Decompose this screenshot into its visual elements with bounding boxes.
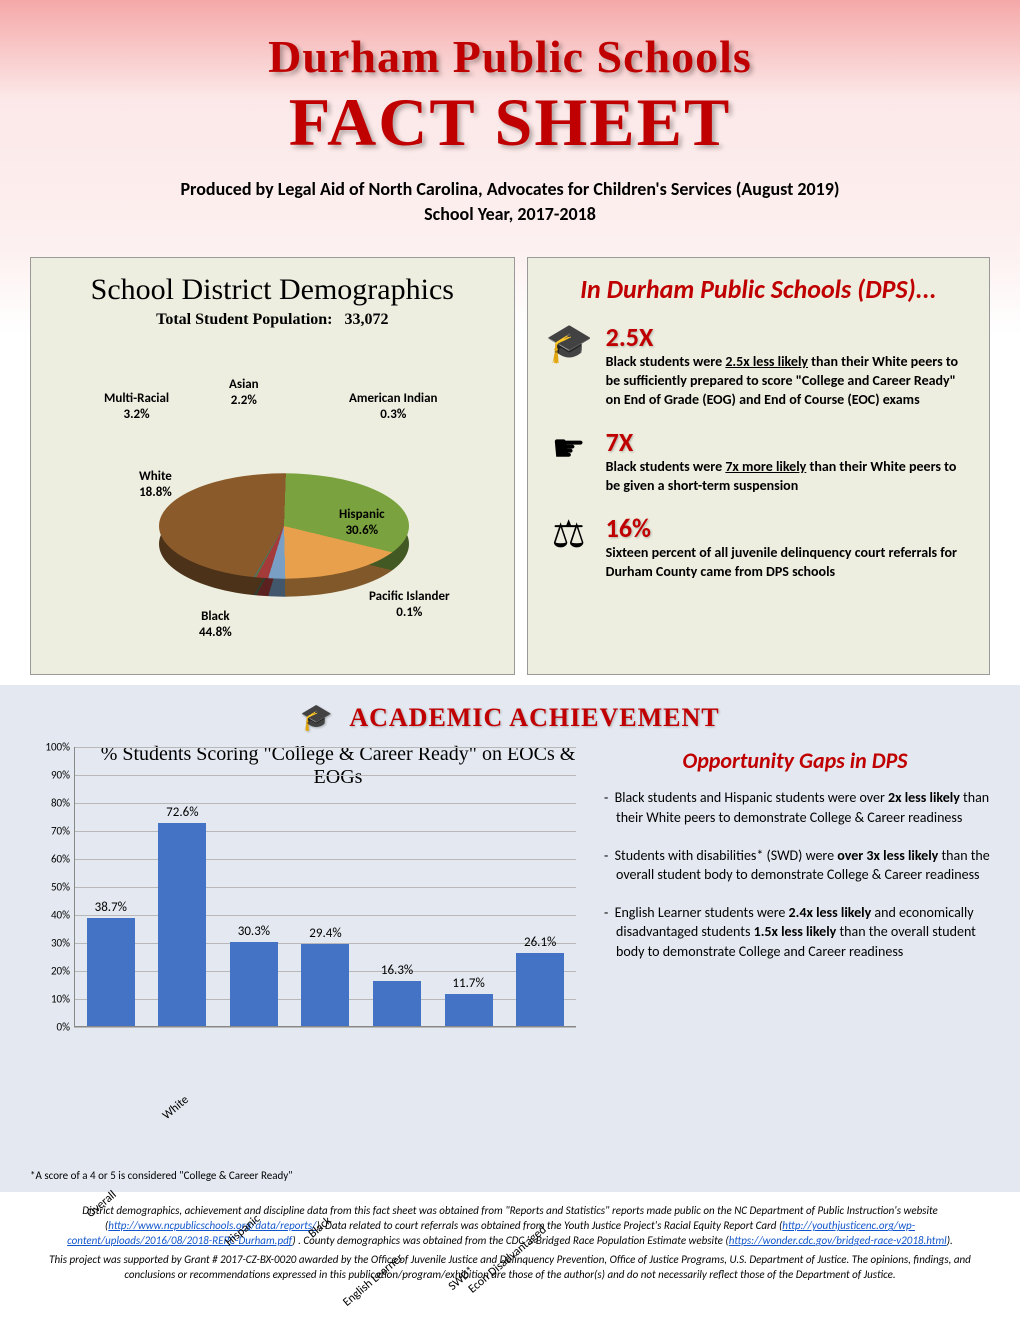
grad-cap-icon: 🎓 bbox=[300, 703, 333, 732]
bar bbox=[158, 823, 206, 1026]
gap-item: - English Learner students were 2.4x les… bbox=[600, 903, 990, 962]
academic-title: 🎓 ACADEMIC ACHIEVEMENT bbox=[30, 703, 990, 733]
stat-text: 2.5XBlack students were 2.5x less likely… bbox=[606, 321, 971, 410]
demographics-panel: School District Demographics Total Stude… bbox=[30, 257, 515, 675]
bar-value-label: 11.7% bbox=[452, 976, 484, 991]
sources-text: ). bbox=[947, 1234, 953, 1247]
stat-big-number: 7X bbox=[606, 426, 971, 458]
dps-stats-panel: In Durham Public Schools (DPS)... 🎓2.5XB… bbox=[527, 257, 990, 675]
stat-description: Black students were 7x more likely than … bbox=[606, 458, 971, 496]
sources-footer: District demographics, achievement and d… bbox=[0, 1192, 1020, 1300]
opportunity-gaps-column: Opportunity Gaps in DPS - Black students… bbox=[600, 747, 990, 1182]
dps-stats-list: 🎓 2.5XBlack students were 2.5x less likel… bbox=[546, 321, 971, 581]
pointing-hand-icon: ☛ bbox=[546, 426, 592, 472]
bar-wrap: 30.3%Hispanic bbox=[221, 924, 286, 1027]
top-panels-row: School District Demographics Total Stude… bbox=[0, 247, 1020, 685]
stat-description: Black students were 2.5x less likely tha… bbox=[606, 353, 971, 410]
gap-item: - Black students and Hispanic students w… bbox=[600, 788, 990, 827]
demographics-subtitle: Total Student Population: 33,072 bbox=[49, 311, 496, 329]
bar-value-label: 38.7% bbox=[95, 900, 127, 915]
subtitle-line1: Produced by Legal Aid of North Carolina,… bbox=[40, 177, 980, 202]
pie-label: Hispanic30.6% bbox=[339, 507, 385, 538]
bar-value-label: 72.6% bbox=[166, 805, 198, 820]
bar bbox=[445, 994, 493, 1027]
chart-footnote: *A score of a 4 or 5 is considered "Coll… bbox=[30, 1169, 576, 1182]
bar-value-label: 16.3% bbox=[381, 963, 413, 978]
bar bbox=[516, 953, 564, 1026]
stat-big-number: 2.5X bbox=[606, 321, 971, 353]
bar bbox=[373, 981, 421, 1027]
subtitle-line2: School Year, 2017-2018 bbox=[40, 202, 980, 227]
y-axis-tick: 100% bbox=[45, 741, 70, 754]
bar-wrap: 29.4%Black bbox=[293, 926, 358, 1026]
stat-text: 16%Sixteen percent of all juvenile delin… bbox=[606, 512, 971, 582]
stat-item: ☛ 7XBlack students were 7x more likely th… bbox=[546, 426, 971, 496]
readiness-bar-chart: % Students Scoring "College & Career Rea… bbox=[30, 747, 576, 1107]
grad-cap-icon: 🎓 bbox=[546, 321, 592, 367]
bar-wrap: 11.7%SWD* bbox=[436, 976, 501, 1027]
stat-item: ⚖ 16%Sixteen percent of all juvenile deli… bbox=[546, 512, 971, 582]
stat-text: 7XBlack students were 7x more likely tha… bbox=[606, 426, 971, 496]
bar bbox=[301, 944, 349, 1026]
bar-chart-column: % Students Scoring "College & Career Rea… bbox=[30, 747, 576, 1182]
sources-paragraph: District demographics, achievement and d… bbox=[40, 1204, 980, 1249]
gaps-title: Opportunity Gaps in DPS bbox=[600, 747, 990, 774]
pop-value: 33,072 bbox=[344, 311, 388, 328]
bars-area: 38.7%Overall72.6%White30.3%Hispanic29.4%… bbox=[74, 747, 576, 1027]
pie-label: Pacific Islander0.1% bbox=[369, 589, 450, 620]
gavel-icon: ⚖ bbox=[546, 512, 592, 558]
pie-label: American Indian0.3% bbox=[349, 391, 438, 422]
gaps-list: - Black students and Hispanic students w… bbox=[600, 788, 990, 961]
title-line1: Durham Public Schools bbox=[40, 30, 980, 83]
bar bbox=[87, 918, 135, 1026]
bar-value-label: 29.4% bbox=[309, 926, 341, 941]
stat-description: Sixteen percent of all juvenile delinque… bbox=[606, 544, 971, 582]
stat-item: 🎓 2.5XBlack students were 2.5x less likel… bbox=[546, 321, 971, 410]
sources-text: ). Data related to court referrals was o… bbox=[316, 1219, 782, 1232]
stat-big-number: 16% bbox=[606, 512, 971, 544]
pie-label: White18.8% bbox=[139, 469, 172, 500]
demographics-title: School District Demographics bbox=[49, 273, 496, 307]
gap-item: - Students with disabilities* (SWD) were… bbox=[600, 846, 990, 885]
title-line2: FACT SHEET bbox=[40, 83, 980, 162]
header-subtitle: Produced by Legal Aid of North Carolina,… bbox=[40, 177, 980, 227]
pie-label: Black44.8% bbox=[199, 609, 232, 640]
bar-wrap: 16.3%English Learner bbox=[364, 963, 429, 1027]
header: Durham Public Schools FACT SHEET Produce… bbox=[0, 0, 1020, 247]
bar-value-label: 26.1% bbox=[524, 935, 556, 950]
academic-section: 🎓 ACADEMIC ACHIEVEMENT % Students Scorin… bbox=[0, 685, 1020, 1192]
dps-stats-title: In Durham Public Schools (DPS)... bbox=[546, 273, 971, 305]
bar-wrap: 26.1%Econ Disadvantaged bbox=[508, 935, 573, 1026]
source-link-1[interactable]: http://www.ncpublicschools.org/data/repo… bbox=[108, 1219, 316, 1232]
pie-label: Asian2.2% bbox=[229, 377, 259, 408]
demographics-pie-chart: Black44.8% Hispanic30.6% White18.8% Multi-R… bbox=[49, 329, 496, 659]
bar-value-label: 30.3% bbox=[238, 924, 270, 939]
source-link-3[interactable]: https://wonder.cdc.gov/bridged-race-v201… bbox=[729, 1234, 947, 1247]
bar-x-label: White bbox=[160, 1093, 192, 1123]
pie-label: Multi-Racial3.2% bbox=[104, 391, 169, 422]
bar-wrap: 72.6%White bbox=[150, 805, 215, 1026]
pop-label: Total Student Population: bbox=[156, 311, 332, 328]
bar-wrap: 38.7%Overall bbox=[78, 900, 143, 1026]
bar bbox=[230, 942, 278, 1027]
sources-text: ) . County demographics was obtained fro… bbox=[292, 1234, 728, 1247]
academic-title-text: ACADEMIC ACHIEVEMENT bbox=[349, 703, 719, 732]
